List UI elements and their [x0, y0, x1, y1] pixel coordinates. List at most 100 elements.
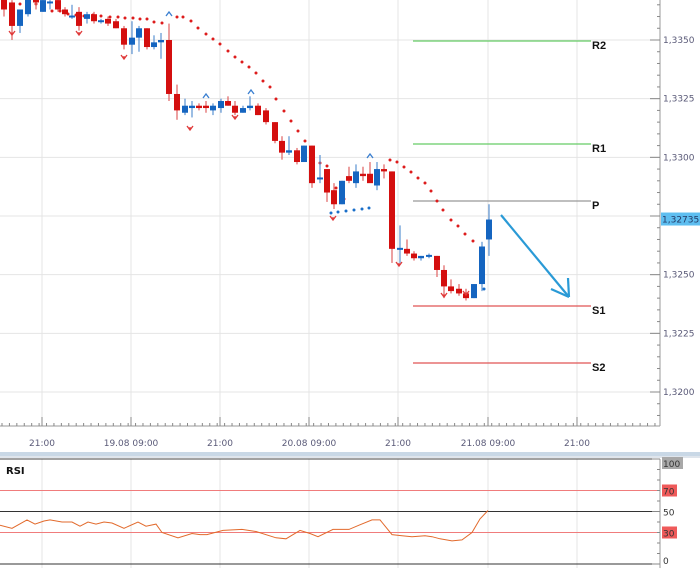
- candle: [189, 101, 195, 118]
- price-axis[interactable]: 1,3350 1,3325 1,3300 1,3250 1,3225 1,3200 1,32…: [650, 0, 700, 456]
- price-chart[interactable]: R2 R1 P S1 S2 1,3350 1,3325 1,3300 1,3250 1,3225…: [0, 0, 700, 456]
- candle: [91, 11, 97, 24]
- rsi-level-badge: [662, 526, 677, 539]
- candle: [136, 25, 142, 52]
- rsi-level-badge: [662, 484, 677, 497]
- price-tick-label: 1,3225: [663, 329, 695, 339]
- price-tick-label: 1,3300: [663, 153, 695, 163]
- fractal-down-icon: [231, 114, 239, 121]
- fractal-up-icon: [366, 152, 374, 159]
- candle: [263, 108, 269, 125]
- fractal-down-icon: [120, 54, 128, 61]
- rsi-level-badge: [662, 457, 683, 469]
- candle: [62, 7, 68, 17]
- candle: [367, 162, 373, 184]
- time-tick-label: 19.08 09:00: [104, 439, 159, 449]
- pivot-r1: R1: [413, 143, 606, 155]
- candle: [69, 4, 75, 19]
- candle: [324, 169, 330, 202]
- panel-divider[interactable]: [0, 452, 700, 456]
- pivot-label: P: [592, 200, 599, 212]
- pivot-label: R1: [592, 143, 606, 155]
- rsi-line: [0, 510, 489, 542]
- candle: [353, 164, 359, 188]
- candle: [434, 255, 440, 278]
- candle: [255, 103, 261, 116]
- candle: [374, 162, 380, 191]
- candle: [317, 154, 323, 184]
- time-tick-label: 21:00: [564, 439, 590, 449]
- rsi-level-label: 30: [663, 530, 675, 540]
- fractal-down-icon: [329, 215, 337, 222]
- fractal-up-icon: [165, 10, 173, 17]
- candle: [339, 180, 345, 205]
- pivot-s1: S1: [413, 305, 605, 317]
- pivot-label: R2: [592, 40, 606, 52]
- candle: [1, 0, 7, 17]
- time-tick-label: 21:00: [385, 439, 411, 449]
- pivot-r2: R2: [413, 40, 606, 52]
- candle: [448, 279, 454, 294]
- time-axis[interactable]: 21:00 19.08 09:00 21:00 20.08 09:00 21:00 21.…: [0, 417, 700, 456]
- candle: [76, 7, 82, 31]
- candle: [151, 35, 157, 50]
- pivot-s2: S2: [413, 362, 605, 374]
- candle: [456, 284, 462, 296]
- current-price-badge: [661, 212, 700, 226]
- candle: [389, 171, 395, 263]
- rsi-level-label: 0: [663, 557, 669, 567]
- price-tick-label: 1,3200: [663, 388, 695, 398]
- candle: [418, 255, 424, 261]
- fractal-markers: [8, 10, 470, 299]
- candle: [486, 204, 492, 256]
- candle: [98, 18, 104, 24]
- candle: [166, 23, 172, 102]
- candlesticks: [1, 0, 492, 301]
- candle: [301, 145, 307, 163]
- candle: [144, 28, 150, 50]
- rsi-level-label: 100: [663, 460, 680, 470]
- rsi-panel[interactable]: RSI 100 70 50 30 0: [0, 456, 700, 568]
- fractal-down-icon: [186, 125, 194, 132]
- time-tick-label: 21:00: [29, 439, 55, 449]
- candle: [279, 136, 285, 160]
- candle: [225, 96, 231, 106]
- candle: [426, 253, 432, 259]
- fractal-up-icon: [247, 88, 255, 95]
- fractal-down-icon: [462, 290, 470, 297]
- candle: [479, 241, 485, 292]
- chart-grid: [0, 0, 660, 426]
- candle: [471, 284, 477, 299]
- candle: [397, 225, 403, 263]
- candle: [286, 136, 292, 155]
- candle: [294, 147, 300, 165]
- candle: [247, 96, 253, 111]
- arrow-down-right-icon: [500, 214, 570, 298]
- rsi-level-label: 50: [663, 509, 675, 519]
- candle: [196, 103, 202, 111]
- fractal-down-icon: [75, 30, 83, 37]
- pivot-label: S1: [592, 305, 605, 317]
- rsi-title: RSI: [6, 466, 25, 477]
- pivot-label: S2: [592, 362, 605, 374]
- candle: [17, 9, 23, 33]
- pivot-p: P: [413, 200, 599, 212]
- candle: [129, 21, 135, 55]
- candle: [33, 0, 39, 10]
- parabolic-sar: [10, 2, 486, 291]
- candle: [309, 145, 315, 188]
- candle: [232, 101, 238, 116]
- candle: [203, 101, 209, 113]
- candle: [25, 0, 31, 17]
- rsi-level-label: 70: [663, 488, 675, 498]
- candle: [113, 18, 119, 29]
- candle: [411, 251, 417, 261]
- candle: [441, 265, 447, 299]
- candle: [240, 105, 246, 113]
- price-tick-label: 1,3350: [663, 36, 695, 46]
- price-tick-label: 1,3250: [663, 271, 695, 281]
- fractal-up-icon: [202, 92, 210, 99]
- candle: [105, 16, 111, 26]
- forecast-arrow: [500, 214, 571, 299]
- time-tick-label: 21:00: [207, 439, 233, 449]
